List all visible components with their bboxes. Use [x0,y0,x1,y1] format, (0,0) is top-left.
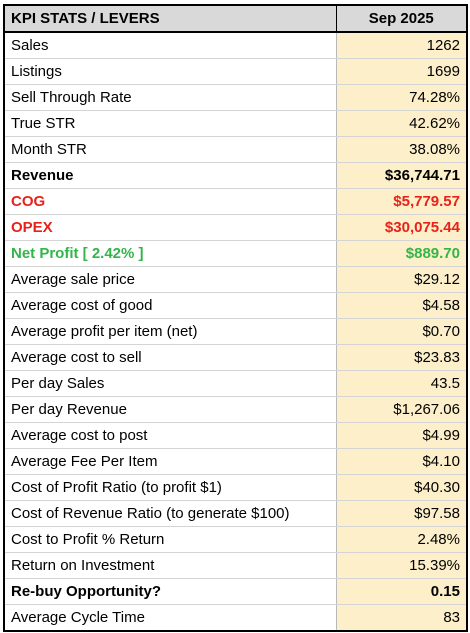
table-row: Average sale price $29.12 [4,266,467,293]
metric-value-cell[interactable]: 83 [335,604,467,631]
metric-value-cell[interactable]: $4.99 [335,422,467,449]
table-row: Re-buy Opportunity? 0.15 [4,578,467,605]
metric-label-cell[interactable]: Cost to Profit % Return [4,526,336,553]
table-row: Per day Revenue $1,267.06 [4,396,467,423]
metric-value-cell[interactable]: 74.28% [335,84,467,111]
header-period-cell[interactable]: Sep 2025 [335,5,467,33]
table-row: Month STR 38.08% [4,136,467,163]
table-row: Revenue $36,744.71 [4,162,467,189]
header-row: KPI STATS / LEVERS Sep 2025 [4,5,467,33]
metric-label-cell[interactable]: Return on Investment [4,552,336,579]
table-row: Average cost to sell $23.83 [4,344,467,371]
metric-value-cell[interactable]: $4.58 [335,292,467,319]
metric-label-cell[interactable]: Average sale price [4,266,336,293]
metric-label-cell[interactable]: True STR [4,110,336,137]
metric-label-cell[interactable]: Sales [4,32,336,59]
metric-value-cell[interactable]: $36,744.71 [335,162,467,189]
table-row: Return on Investment 15.39% [4,552,467,579]
metric-value-cell[interactable]: 1262 [335,32,467,59]
metric-label-cell[interactable]: Sell Through Rate [4,84,336,111]
metric-value-cell[interactable]: $4.10 [335,448,467,475]
metric-value-cell[interactable]: 0.15 [335,578,467,605]
metric-label-cell[interactable]: OPEX [4,214,336,241]
table-row: OPEX $30,075.44 [4,214,467,241]
metric-label-cell[interactable]: Average profit per item (net) [4,318,336,345]
metric-label-cell[interactable]: Per day Revenue [4,396,336,423]
table-row: Average cost of good $4.58 [4,292,467,319]
metric-value-cell[interactable]: 43.5 [335,370,467,397]
metric-value-cell[interactable]: $0.70 [335,318,467,345]
metric-value-cell[interactable]: $5,779.57 [335,188,467,215]
table-row: Per day Sales 43.5 [4,370,467,397]
table-row: Listings 1699 [4,58,467,85]
kpi-table-header: KPI STATS / LEVERS Sep 2025 [4,5,467,33]
metric-value-cell[interactable]: $23.83 [335,344,467,371]
table-row: Average profit per item (net) $0.70 [4,318,467,345]
metric-label-cell[interactable]: Revenue [4,162,336,189]
metric-value-cell[interactable]: $889.70 [335,240,467,267]
metric-value-cell[interactable]: $97.58 [335,500,467,527]
metric-value-cell[interactable]: 42.62% [335,110,467,137]
metric-label-cell[interactable]: Average Fee Per Item [4,448,336,475]
metric-label-cell[interactable]: Cost of Profit Ratio (to profit $1) [4,474,336,501]
metric-label-cell[interactable]: COG [4,188,336,215]
metric-label-cell[interactable]: Month STR [4,136,336,163]
metric-value-cell[interactable]: 1699 [335,58,467,85]
metric-label-cell[interactable]: Cost of Revenue Ratio (to generate $100) [4,500,336,527]
kpi-table: KPI STATS / LEVERS Sep 2025 Sales 1262 Lis… [3,4,468,632]
metric-value-cell[interactable]: 2.48% [335,526,467,553]
header-label-cell[interactable]: KPI STATS / LEVERS [4,5,336,33]
table-row: COG $5,779.57 [4,188,467,215]
metric-value-cell[interactable]: $29.12 [335,266,467,293]
metric-label-cell[interactable]: Average cost to post [4,422,336,449]
metric-label-cell[interactable]: Net Profit [ 2.42% ] [4,240,336,267]
metric-value-cell[interactable]: $40.30 [335,474,467,501]
metric-label-cell[interactable]: Re-buy Opportunity? [4,578,336,605]
metric-label-cell[interactable]: Average Cycle Time [11,609,145,626]
table-row: Average Cycle Time 83 [4,604,467,631]
table-row: Sales 1262 [4,32,467,59]
table-row: True STR 42.62% [4,110,467,137]
metric-value-cell[interactable]: 38.08% [335,136,467,163]
table-row: Cost of Profit Ratio (to profit $1) $40.3… [4,474,467,501]
table-row: Cost to Profit % Return 2.48% [4,526,467,553]
metric-value-cell[interactable]: 15.39% [335,552,467,579]
metric-value-cell[interactable]: $30,075.44 [335,214,467,241]
table-row: Average Fee Per Item $4.10 [4,448,467,475]
table-row: Cost of Revenue Ratio (to generate $100)… [4,500,467,527]
metric-label-cell[interactable]: Listings [4,58,336,85]
metric-label-cell[interactable]: Average cost to sell [4,344,336,371]
metric-label-cell[interactable]: Average cost of good [4,292,336,319]
metric-label-cell[interactable]: Per day Sales [4,370,336,397]
table-row: Average cost to post $4.99 [4,422,467,449]
kpi-table-body: Sales 1262 Listings 1699 Sell Through Rate 74… [4,32,467,631]
metric-value-cell[interactable]: $1,267.06 [335,396,467,423]
table-row: Net Profit [ 2.42% ] $889.70 [4,240,467,267]
table-row: Sell Through Rate 74.28% [4,84,467,111]
